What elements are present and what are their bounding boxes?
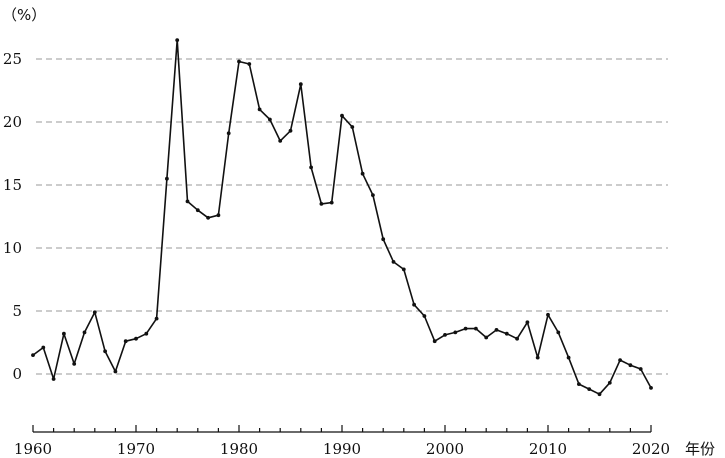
data-point <box>350 125 355 129</box>
data-point <box>329 200 334 205</box>
data-point <box>422 314 427 318</box>
data-point <box>206 215 211 220</box>
data-point <box>288 128 293 133</box>
y-tick-label: 25 <box>3 50 22 68</box>
data-point <box>216 213 221 218</box>
y-tick-label: 20 <box>3 113 22 131</box>
y-tick-label: 0 <box>12 365 22 383</box>
data-point <box>41 345 46 350</box>
data-point <box>474 326 478 331</box>
data-point <box>319 202 324 206</box>
data-point <box>494 328 499 332</box>
x-tick-label: 1960 <box>14 440 52 458</box>
data-point <box>535 355 540 360</box>
x-tick-label: 2010 <box>529 440 567 458</box>
data-point <box>226 131 231 136</box>
data-point <box>72 362 77 366</box>
data-point <box>298 82 303 87</box>
data-point <box>391 260 396 264</box>
data-point <box>607 380 612 385</box>
y-tick-label: 5 <box>12 302 22 320</box>
data-point <box>638 367 643 371</box>
data-point <box>360 171 365 176</box>
data-point <box>144 331 149 336</box>
data-point <box>412 302 416 307</box>
x-tick-label: 1990 <box>323 440 361 458</box>
data-point <box>154 316 159 321</box>
data-point <box>484 335 489 340</box>
x-tick-label: 1970 <box>117 440 155 458</box>
x-tick-label: 2020 <box>632 440 670 458</box>
data-point <box>185 199 190 204</box>
data-point <box>103 349 107 354</box>
data-point <box>247 62 252 66</box>
data-point <box>546 312 550 317</box>
data-point <box>340 113 344 118</box>
data-point <box>92 310 97 315</box>
axes: 0 5 10 15 20 25 1960 1970 1980 1990 2000 2010 2020 <box>3 50 670 458</box>
data-point <box>628 363 633 368</box>
data-point <box>268 117 272 122</box>
x-tick-label: 2000 <box>426 440 464 458</box>
data-point <box>62 331 66 336</box>
data-point <box>195 208 200 213</box>
data-point <box>453 330 458 335</box>
x-tick-label: 1980 <box>220 440 258 458</box>
data-point <box>309 165 313 170</box>
data-point <box>82 330 87 335</box>
data-point <box>618 358 622 362</box>
y-tick-label: 15 <box>3 176 22 194</box>
y-axis-unit-label: （%） <box>2 6 46 24</box>
data-point <box>463 326 468 331</box>
data-point <box>113 369 118 374</box>
data-point <box>515 336 519 341</box>
data-point <box>649 386 653 390</box>
data-point <box>577 382 581 386</box>
data-point <box>525 320 530 325</box>
data-point <box>597 392 602 397</box>
data-point <box>587 387 592 391</box>
data-point <box>432 339 437 344</box>
data-point <box>134 336 138 341</box>
data-point <box>278 139 283 143</box>
x-axis-unit-label: 年份 <box>685 440 715 458</box>
data-point <box>381 237 386 242</box>
data-point <box>237 59 241 64</box>
data-point <box>51 377 56 381</box>
data-point <box>123 339 128 344</box>
data-point <box>165 176 169 181</box>
y-tick-label: 10 <box>3 239 22 257</box>
data-point <box>566 355 571 360</box>
data-point <box>371 193 375 198</box>
data-point <box>257 107 262 112</box>
data-point <box>556 330 561 335</box>
data-point <box>443 333 447 337</box>
data-point <box>401 267 406 272</box>
gridlines <box>36 58 668 375</box>
series <box>31 38 653 397</box>
data-point <box>504 331 509 336</box>
data-point <box>31 353 35 357</box>
data-point <box>175 38 180 42</box>
